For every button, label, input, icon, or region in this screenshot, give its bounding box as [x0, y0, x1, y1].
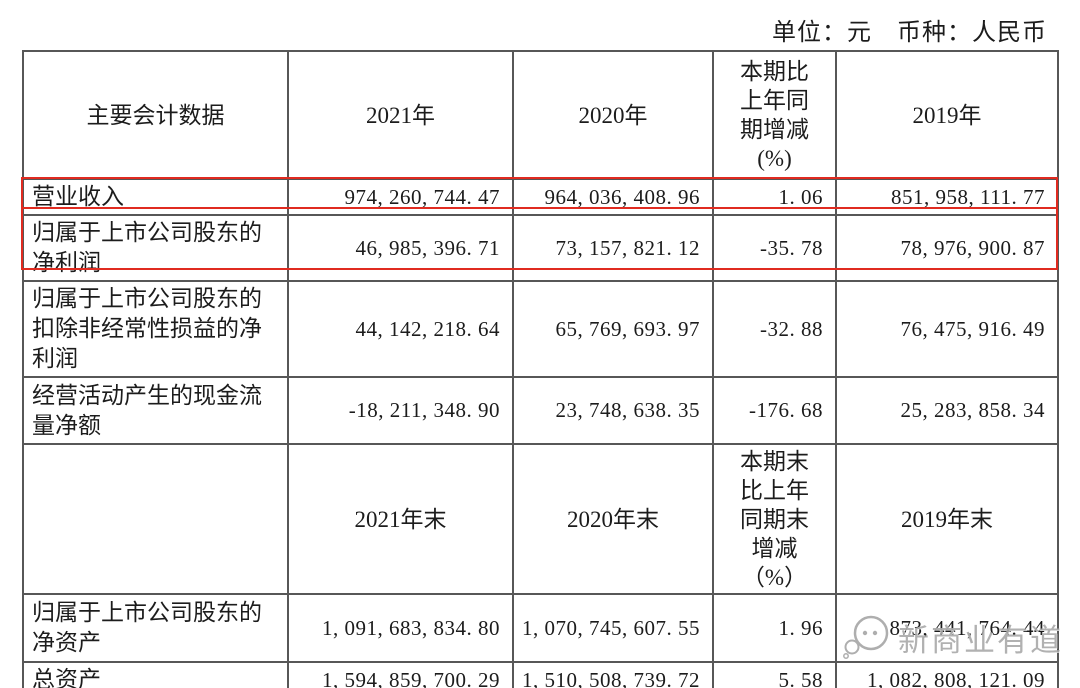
table-row-net-profit: 归属于上市公司股东的净利润 46, 985, 396. 71 73, 157, … [22, 214, 1059, 282]
header-change-pct: 本期比上年同期增减(%) [712, 50, 837, 180]
unit-currency-line: 单位：元 币种：人民币 [772, 20, 1047, 46]
value-2020: 23, 748, 638. 35 [512, 376, 714, 445]
row-label: 归属于上市公司股东的净资产 [22, 593, 289, 663]
value-2021: -18, 211, 348. 90 [287, 376, 514, 445]
balance-header-row: 2021年末 2020年末 本期末比上年同期末增减（%） 2019年末 [22, 443, 1059, 595]
header-2021-end: 2021年末 [287, 443, 514, 595]
value-2021: 1, 091, 683, 834. 80 [287, 593, 514, 663]
wechat-bubble-icon [843, 615, 889, 659]
key-accounting-data-table: 主要会计数据 2021年 2020年 本期比上年同期增减(%) 2019年 营业… [22, 50, 1059, 688]
value-2019: 851, 958, 111. 77 [835, 178, 1059, 216]
value-2020: 1, 510, 508, 739. 72 [512, 661, 714, 688]
value-2019: 25, 283, 858. 34 [835, 376, 1059, 445]
table-row-net-assets: 归属于上市公司股东的净资产 1, 091, 683, 834. 80 1, 07… [22, 593, 1059, 663]
value-change: 5. 58 [712, 661, 837, 688]
header-end-change-pct: 本期末比上年同期末增减（%） [712, 443, 837, 595]
value-2021: 44, 142, 218. 64 [287, 280, 514, 378]
value-2020: 964, 036, 408. 96 [512, 178, 714, 216]
value-2020: 65, 769, 693. 97 [512, 280, 714, 378]
period-header-row: 主要会计数据 2021年 2020年 本期比上年同期增减(%) 2019年 [22, 50, 1059, 180]
header-2020-end: 2020年末 [512, 443, 714, 595]
row-label: 经营活动产生的现金流量净额 [22, 376, 289, 445]
table-row-operating-cash-flow: 经营活动产生的现金流量净额 -18, 211, 348. 90 23, 748,… [22, 376, 1059, 445]
value-2019: 1, 082, 808, 121. 09 [835, 661, 1059, 688]
header-2020: 2020年 [512, 50, 714, 180]
header-2019-end: 2019年末 [835, 443, 1059, 595]
row-label: 总资产 [22, 661, 289, 688]
row-label: 归属于上市公司股东的扣除非经常性损益的净利润 [22, 280, 289, 378]
value-2021: 1, 594, 859, 700. 29 [287, 661, 514, 688]
value-2019: 873, 441, 764. 44 [835, 593, 1059, 663]
value-2019: 78, 976, 900. 87 [835, 214, 1059, 282]
value-change: -32. 88 [712, 280, 837, 378]
value-2019: 76, 475, 916. 49 [835, 280, 1059, 378]
header-2019: 2019年 [835, 50, 1059, 180]
value-2021: 974, 260, 744. 47 [287, 178, 514, 216]
row-label: 营业收入 [22, 178, 289, 216]
value-change: -176. 68 [712, 376, 837, 445]
table-row-deducted-net-profit: 归属于上市公司股东的扣除非经常性损益的净利润 44, 142, 218. 64 … [22, 280, 1059, 378]
value-change: 1. 06 [712, 178, 837, 216]
table-row-total-assets: 总资产 1, 594, 859, 700. 29 1, 510, 508, 73… [22, 661, 1059, 688]
header-2021: 2021年 [287, 50, 514, 180]
watermark: 新商业有道 [843, 612, 1063, 662]
value-2020: 73, 157, 821. 12 [512, 214, 714, 282]
header-main-data: 主要会计数据 [22, 50, 289, 180]
table-row-revenue: 营业收入 974, 260, 744. 47 964, 036, 408. 96… [22, 178, 1059, 216]
value-change: 1. 96 [712, 593, 837, 663]
watermark-text: 新商业有道 [898, 622, 1063, 658]
value-2021: 46, 985, 396. 71 [287, 214, 514, 282]
value-change: -35. 78 [712, 214, 837, 282]
value-2020: 1, 070, 745, 607. 55 [512, 593, 714, 663]
row-label: 归属于上市公司股东的净利润 [22, 214, 289, 282]
header-empty [22, 443, 289, 595]
